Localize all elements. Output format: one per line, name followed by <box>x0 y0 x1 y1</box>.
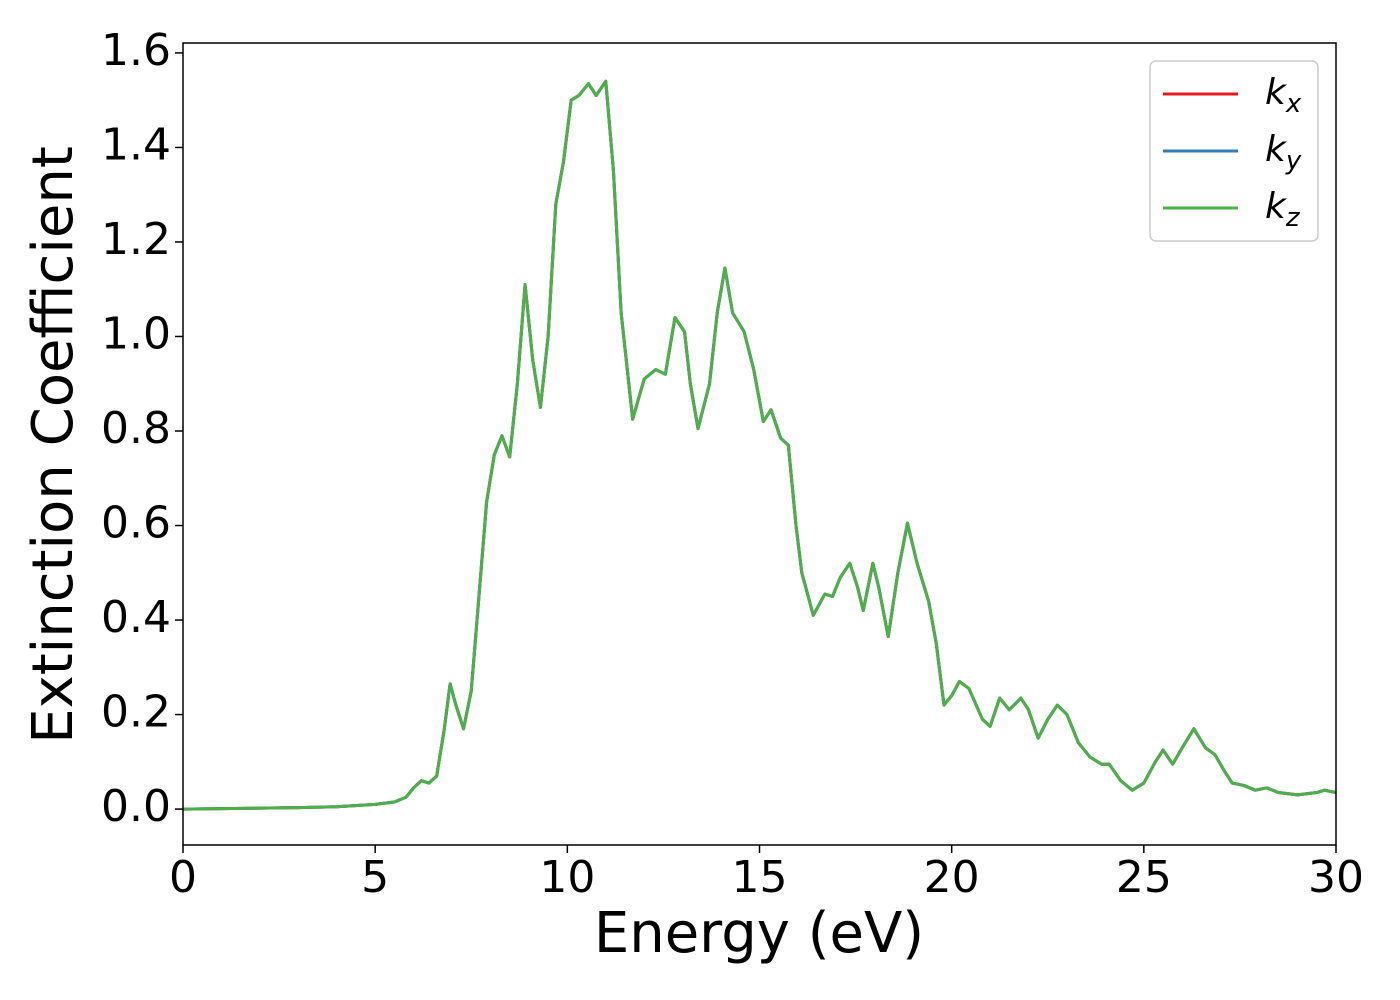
data-line <box>183 79 1336 811</box>
x-tick-label: 5 <box>361 852 389 903</box>
y-tick-label: 1.4 <box>101 119 171 170</box>
y-tick-label: 0.8 <box>101 403 171 454</box>
y-tick-label: 0.4 <box>101 592 171 643</box>
y-tick-label: 0.2 <box>101 687 171 738</box>
y-tick-label: 1.6 <box>101 25 171 76</box>
y-tick-label: 0.0 <box>101 781 171 832</box>
x-axis-label: Energy (eV) <box>594 901 924 966</box>
x-tick-label: 10 <box>539 852 595 903</box>
x-tick-label: 0 <box>169 852 197 903</box>
plot-frame <box>182 42 1337 846</box>
x-tick-label: 15 <box>732 852 788 903</box>
y-tick-label: 1.2 <box>101 214 171 265</box>
x-tick-label: 20 <box>924 852 980 903</box>
legend-label: kz <box>1265 186 1301 233</box>
legend-label: ky <box>1265 129 1302 176</box>
y-tick-label: 1.0 <box>101 308 171 359</box>
y-axis-label: Extinction Coefficient <box>21 146 86 744</box>
x-tick-label: 30 <box>1308 852 1364 903</box>
y-tick-label: 0.6 <box>101 498 171 549</box>
legend-label: kx <box>1265 72 1302 119</box>
x-tick-label: 25 <box>1116 852 1172 903</box>
